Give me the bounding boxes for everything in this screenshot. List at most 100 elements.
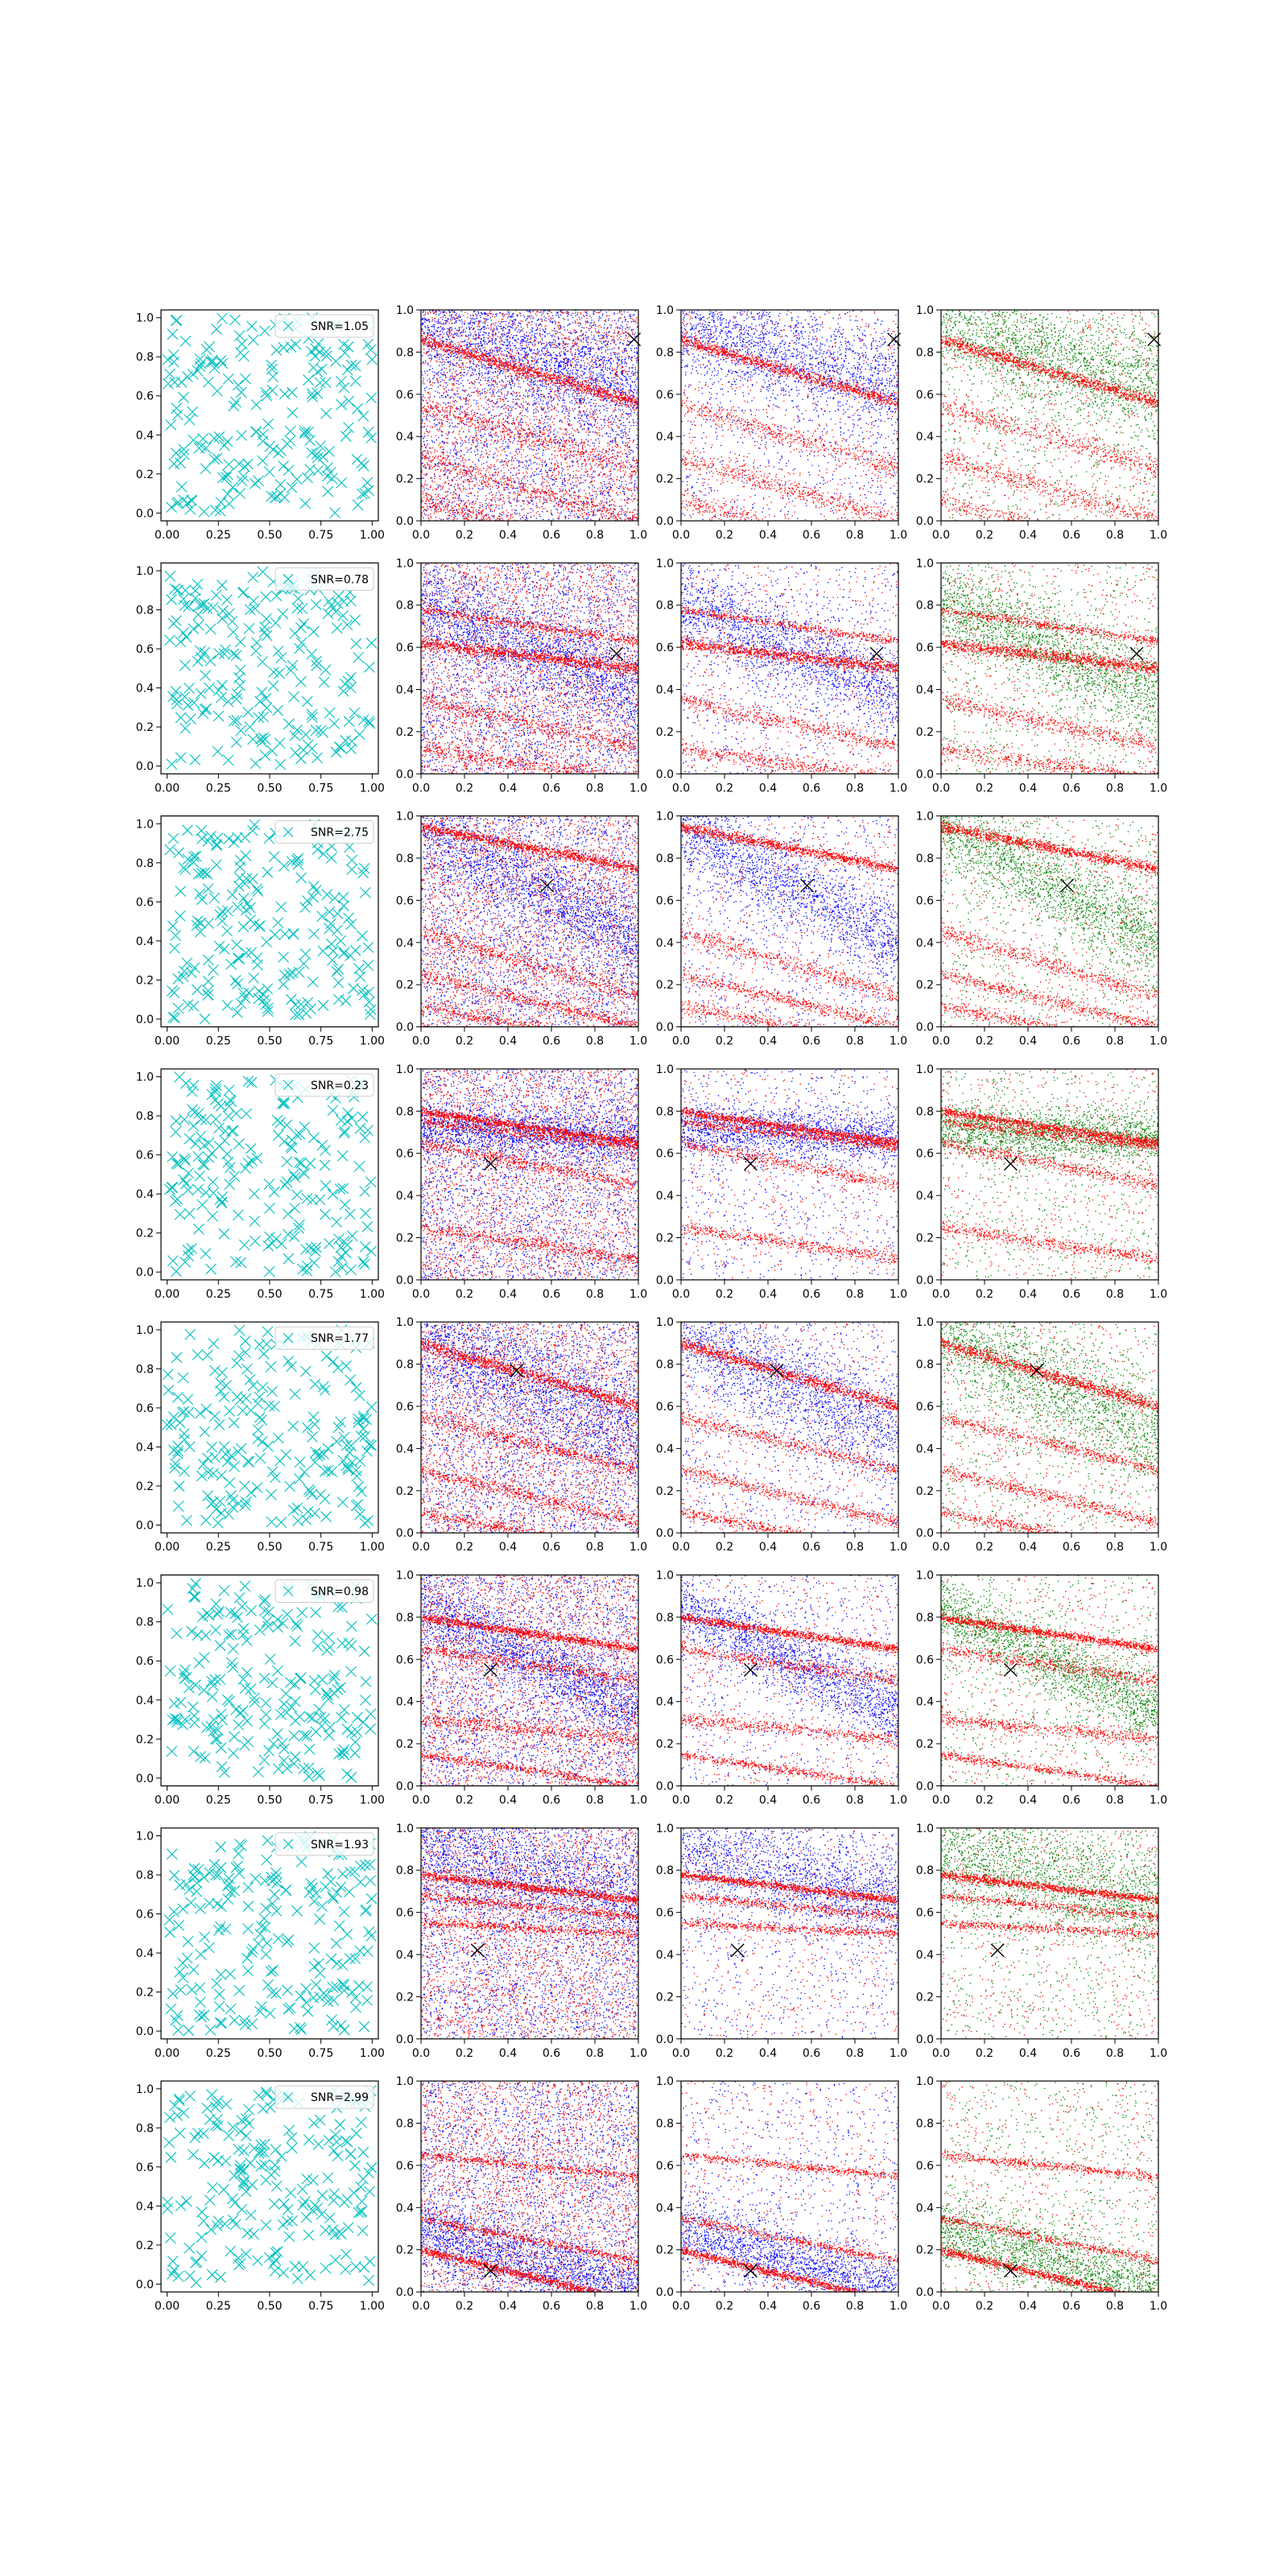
- x-tick-label: 0.2: [976, 2300, 993, 2313]
- blue-points: [421, 563, 639, 774]
- x-tick-label: 0.50: [257, 1794, 282, 1807]
- y-tick-label: 0.6: [656, 1653, 674, 1666]
- x-tick-label: 1.0: [630, 1035, 647, 1048]
- x-tick-label: 0.8: [1106, 2300, 1124, 2313]
- y-tick-label: 1.0: [136, 312, 154, 325]
- panel-r7-c2: 0.0 0.2 0.4 0.6 0.8 1.00.00.20.40.60.81.0: [396, 1823, 647, 2060]
- x-tick-label: 0.8: [846, 529, 864, 542]
- panel-r6-c4: 0.0 0.2 0.4 0.6 0.8 1.00.00.20.40.60.81.0: [916, 1570, 1167, 1807]
- y-tick-label: 0.8: [136, 1363, 154, 1376]
- y-tick-label: 0.6: [656, 1148, 674, 1161]
- y-tick-label: 0.2: [136, 1480, 154, 1493]
- x-tick-label: 0.4: [1019, 1288, 1037, 1301]
- x-tick-label: 1.0: [890, 1288, 907, 1301]
- y-tick-label: 0.2: [396, 473, 414, 486]
- x-tick-label: 1.0: [890, 1035, 907, 1048]
- points-r6-c4: [941, 1575, 1159, 1787]
- y-tick-label: 0.6: [396, 1653, 414, 1666]
- x-tick-label: 0.6: [1063, 2300, 1080, 2313]
- x-tick-label: 0.6: [1063, 2047, 1080, 2060]
- y-tick-label: 0.2: [656, 726, 674, 739]
- axes-frame: [941, 310, 1158, 521]
- y-tick-label: 1.0: [396, 304, 414, 317]
- y-tick-label: 0.4: [136, 1695, 154, 1707]
- x-tick-label: 0.0: [412, 1794, 430, 1807]
- y-tick-label: 0.0: [136, 1519, 154, 1532]
- x-tick-label: 1.0: [630, 2047, 647, 2060]
- x-tick-label: 0.8: [1106, 1541, 1124, 1554]
- y-tick-label: 1.0: [136, 1324, 154, 1337]
- y-tick-label: 0.2: [656, 1991, 674, 2004]
- y-tick-label: 0.0: [396, 1022, 414, 1034]
- y-tick-label: 0.2: [656, 1738, 674, 1751]
- red-points: [941, 1829, 1159, 2041]
- x-tick-label: 0.00: [155, 2300, 180, 2313]
- y-tick-label: 0.2: [136, 2240, 154, 2252]
- x-tick-label: 0.4: [1019, 1035, 1037, 1048]
- legend: SNR=1.77: [275, 1327, 374, 1349]
- y-tick-label: 1.0: [916, 1823, 934, 1835]
- x-tick-label: 0.6: [1063, 1794, 1080, 1807]
- y-tick-label: 0.8: [656, 1612, 674, 1624]
- panel-r2-c2: 0.0 0.2 0.4 0.6 0.8 1.00.00.20.40.60.81.0: [396, 557, 647, 795]
- x-tick-label: 0.4: [499, 1035, 517, 1048]
- y-tick-label: 1.0: [396, 811, 414, 824]
- x-tick-label: 0.25: [206, 529, 231, 542]
- x-tick-label: 0.25: [206, 782, 231, 795]
- y-tick-label: 1.0: [656, 1823, 674, 1835]
- panel-r5-c3: 0.0 0.2 0.4 0.6 0.8 1.00.00.20.40.60.81.0: [656, 1316, 907, 1554]
- y-tick-label: 0.0: [136, 1773, 154, 1785]
- y-tick-label: 1.0: [656, 1063, 674, 1076]
- y-tick-label: 0.6: [916, 642, 934, 654]
- x-tick-label: 0.0: [672, 2300, 690, 2313]
- x-tick-label: 0.50: [257, 1541, 282, 1554]
- panel-r2-c1: 0.00 0.25 0.50 0.75 1.000.00.20.40.60.81.0SN…: [136, 563, 385, 795]
- x-tick-label: 0.4: [499, 529, 517, 542]
- points-r2-c2: [421, 563, 639, 774]
- panel-r5-c1: 0.00 0.25 0.50 0.75 1.000.00.20.40.60.81.0SN…: [136, 1322, 385, 1554]
- legend: SNR=0.98: [275, 1580, 374, 1603]
- x-tick-label: 0.0: [932, 2300, 950, 2313]
- y-tick-label: 0.8: [396, 346, 414, 359]
- y-tick-label: 0.6: [136, 1655, 154, 1668]
- y-tick-label: 0.8: [916, 2118, 934, 2131]
- x-tick-label: 1.00: [360, 2300, 385, 2313]
- x-tick-label: 0.6: [803, 1035, 820, 1048]
- axes-frame: [681, 1322, 898, 1533]
- y-tick-label: 0.2: [136, 1987, 154, 2000]
- y-tick-label: 0.4: [396, 1949, 414, 1962]
- x-tick-label: 0.4: [1019, 1541, 1037, 1554]
- x-tick-label: 0.2: [976, 1288, 993, 1301]
- panel-r8-c2: 0.0 0.2 0.4 0.6 0.8 1.00.00.20.40.60.81.0: [396, 2075, 647, 2313]
- x-tick-label: 0.6: [803, 1288, 820, 1301]
- x-tick-label: 1.00: [360, 782, 385, 795]
- y-tick-label: 0.4: [396, 1190, 414, 1203]
- y-tick-label: 0.4: [916, 937, 934, 950]
- x-tick-label: 0.4: [1019, 529, 1037, 542]
- peak-marker: [744, 1158, 757, 1170]
- x-tick-label: 0.8: [1106, 1794, 1124, 1807]
- x-tick-label: 0.8: [586, 1541, 604, 1554]
- y-tick-label: 0.6: [916, 2160, 934, 2173]
- y-tick-label: 0.2: [396, 726, 414, 739]
- y-tick-label: 0.8: [916, 346, 934, 359]
- x-tick-label: 0.8: [586, 1794, 604, 1807]
- x-tick-label: 0.6: [1063, 1288, 1080, 1301]
- cyan-x-markers: [164, 567, 377, 770]
- x-tick-label: 1.0: [1150, 1035, 1167, 1048]
- x-tick-label: 0.4: [1019, 1794, 1037, 1807]
- x-tick-label: 0.6: [1063, 529, 1080, 542]
- x-tick-label: 1.0: [1150, 2300, 1167, 2313]
- x-tick-label: 0.50: [257, 782, 282, 795]
- points-r5-c3: [681, 1322, 899, 1534]
- y-tick-label: 0.8: [656, 1105, 674, 1118]
- x-tick-label: 0.2: [716, 529, 733, 542]
- y-tick-label: 0.2: [396, 1485, 414, 1498]
- panel-r8-c4: 0.0 0.2 0.4 0.6 0.8 1.00.00.20.40.60.81.0: [916, 2075, 1167, 2313]
- x-tick-label: 0.25: [206, 2047, 231, 2060]
- y-tick-label: 0.2: [396, 2244, 414, 2257]
- x-tick-label: 1.0: [1150, 1794, 1167, 1807]
- x-tick-label: 0.00: [155, 1288, 180, 1301]
- legend-label: SNR=1.05: [311, 320, 369, 333]
- y-tick-label: 0.6: [656, 2160, 674, 2173]
